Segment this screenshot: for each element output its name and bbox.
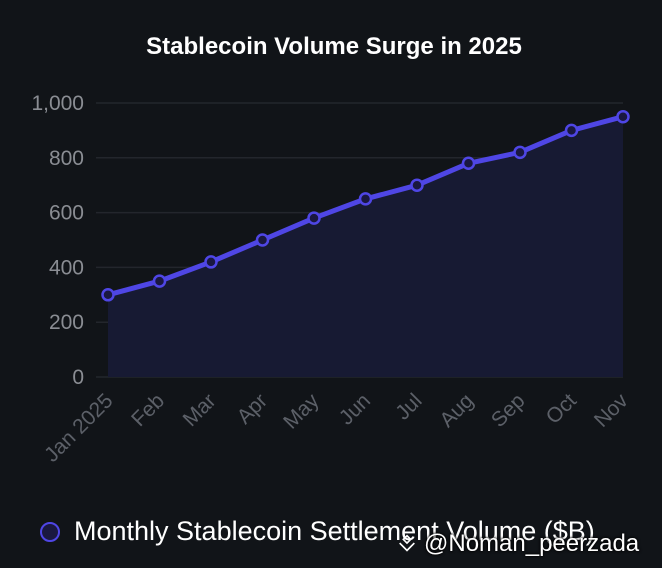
legend-label: Monthly Stablecoin Settlement Volume ($B…	[74, 516, 595, 546]
x-axis-ticks: Jan 2025 Feb Mar Apr May Jun Jul Aug Sep Oct Nov	[40, 389, 633, 467]
y-tick-label: 800	[49, 147, 84, 170]
y-tick-label: 0	[72, 366, 84, 389]
data-point	[255, 233, 270, 247]
chart-title: Stablecoin Volume Surge in 2025	[146, 33, 522, 60]
data-point	[461, 156, 476, 171]
data-point	[152, 274, 167, 288]
y-tick-label: 1,000	[31, 92, 84, 115]
x-tick-label: Mar	[179, 389, 221, 431]
x-tick-label: Jun	[335, 389, 375, 429]
watermark-text: @Noman_peerzada	[424, 530, 640, 557]
y-tick-label: 400	[49, 256, 84, 279]
x-tick-label: Nov	[590, 389, 633, 432]
x-tick-label: Feb	[127, 389, 169, 431]
y-tick-label: 600	[49, 202, 84, 225]
x-tick-label: Jul	[391, 389, 426, 424]
area-path	[108, 116, 623, 377]
data-point	[616, 109, 630, 124]
x-tick-label: Jan 2025	[40, 389, 117, 466]
data-point	[204, 255, 218, 269]
x-tick-label: Sep	[487, 389, 530, 432]
y-tick-label: 200	[49, 311, 84, 334]
area-fill	[108, 116, 623, 377]
x-tick-label: Oct	[542, 389, 581, 428]
data-point	[513, 145, 527, 160]
x-tick-label: Aug	[435, 389, 478, 432]
data-point	[101, 288, 115, 302]
x-tick-label: Apr	[233, 389, 272, 428]
binance-square-icon	[399, 534, 415, 552]
data-points	[101, 109, 630, 302]
data-point	[564, 123, 579, 138]
watermark: @Noman_peerzada	[396, 530, 639, 558]
data-point	[358, 192, 373, 206]
data-point	[307, 211, 321, 225]
data-point	[410, 178, 424, 192]
x-tick-label: May	[279, 389, 324, 434]
legend[interactable]: Monthly Stablecoin Settlement Volume ($B…	[40, 516, 595, 547]
legend-swatch-icon	[40, 521, 60, 542]
y-axis-ticks: 0 200 400 600 800 1,000	[31, 92, 84, 389]
